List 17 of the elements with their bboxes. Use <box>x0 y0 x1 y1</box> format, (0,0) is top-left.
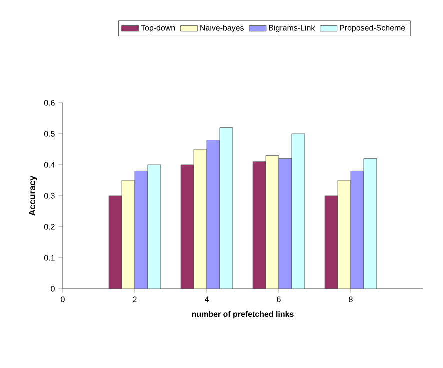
bar <box>364 158 378 289</box>
bar <box>266 156 280 289</box>
bar <box>350 171 364 289</box>
bar <box>108 196 122 289</box>
bar <box>148 164 162 289</box>
bar <box>180 164 194 289</box>
y-axis-title: Accuracy <box>29 176 38 216</box>
bar <box>338 180 352 289</box>
bar <box>278 158 292 289</box>
bar <box>194 149 208 289</box>
bar <box>292 134 306 289</box>
bar <box>122 180 136 289</box>
bar <box>252 162 266 289</box>
bar <box>324 196 338 289</box>
bar <box>206 140 220 289</box>
bar <box>134 171 148 289</box>
bar <box>220 128 234 289</box>
